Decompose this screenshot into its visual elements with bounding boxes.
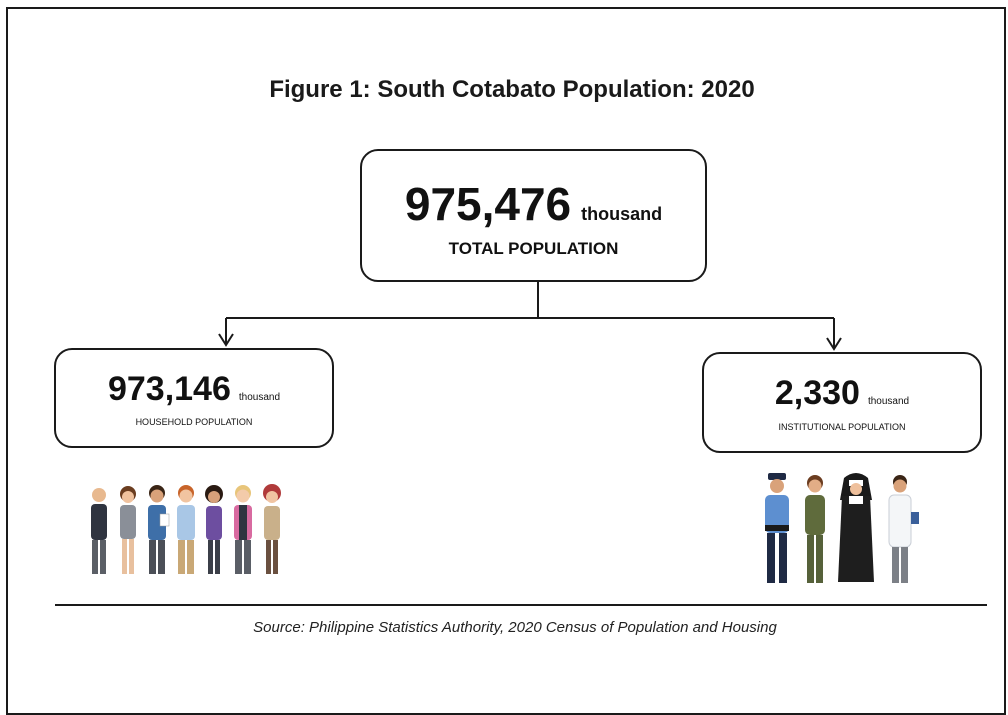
total-population-label: TOTAL POPULATION (448, 239, 619, 258)
left-arrowhead (218, 333, 234, 347)
person-icon (148, 485, 170, 574)
soldier-icon (805, 475, 825, 583)
figure-title: Figure 1: South Cotabato Population: 202… (269, 76, 755, 103)
household-population-value: 973,146 (107, 370, 231, 408)
person-icon (120, 486, 136, 574)
person-icon (91, 488, 107, 574)
institutional-population-label: INSTITUTIONAL POPULATION (778, 422, 906, 432)
person-icon (205, 485, 223, 574)
doctor-icon (888, 475, 919, 583)
institutional-population-value: 2,330 (774, 374, 860, 412)
right-arrowhead (826, 337, 842, 351)
total-population-value: 975,476 (404, 178, 572, 230)
household-population-unit: thousand (238, 392, 281, 403)
uniformed-workers-icon (765, 473, 919, 583)
people-group-icon (91, 484, 281, 574)
person-icon (177, 485, 195, 574)
source-divider (55, 604, 987, 606)
institutional-population-unit: thousand (867, 396, 910, 407)
source-note: Source: Philippine Statistics Authority,… (253, 619, 777, 636)
person-icon (234, 485, 252, 574)
household-population-label: HOUSEHOLD POPULATION (135, 417, 253, 427)
household-population-box: 973,146 thousand HOUSEHOLD POPULATION (54, 348, 334, 448)
total-population-box: 975,476 thousand TOTAL POPULATION (360, 149, 707, 282)
total-population-unit: thousand (581, 204, 663, 224)
police-officer-icon (765, 473, 789, 583)
nun-icon (838, 473, 874, 582)
person-icon (263, 484, 281, 574)
institutional-population-box: 2,330 thousand INSTITUTIONAL POPULATION (702, 352, 982, 453)
